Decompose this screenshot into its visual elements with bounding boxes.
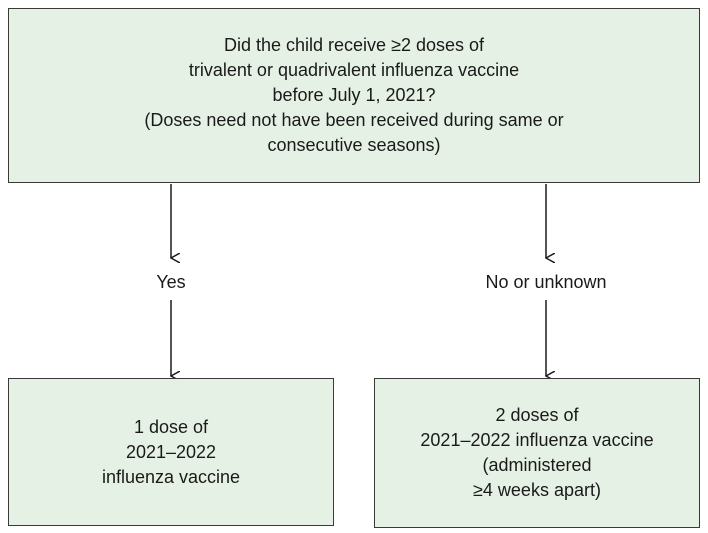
one-dose-box: 1 dose of 2021–2022 influenza vaccine [8, 378, 334, 526]
question-line-4: (Doses need not have been received durin… [144, 110, 564, 130]
two-doses-line-1: 2 doses of [495, 405, 579, 425]
yes-label: Yes [156, 272, 186, 292]
two-doses-line-3: (administered [482, 455, 592, 475]
question-line-2: trivalent or quadrivalent influenza vacc… [188, 60, 520, 80]
one-dose-line-2: 2021–2022 [125, 441, 217, 462]
question-line-1: Did the child receive ≥2 doses of [223, 35, 484, 55]
two-doses-line-4: ≥4 weeks apart) [473, 480, 601, 500]
two-doses-box: 2 doses of 2021–2022 influenza vaccine (… [374, 378, 700, 528]
one-dose-line-3: influenza vaccine [101, 466, 241, 487]
one-dose-line-1: 1 dose of [133, 416, 209, 437]
two-doses-line-2: 2021–2022 influenza vaccine [420, 430, 654, 450]
question-line-3: before July 1, 2021? [272, 85, 436, 105]
question-box: Did the child receive ≥2 doses of trival… [8, 8, 700, 183]
no-or-unknown-label: No or unknown [485, 272, 607, 292]
question-line-5: consecutive seasons) [267, 135, 441, 155]
